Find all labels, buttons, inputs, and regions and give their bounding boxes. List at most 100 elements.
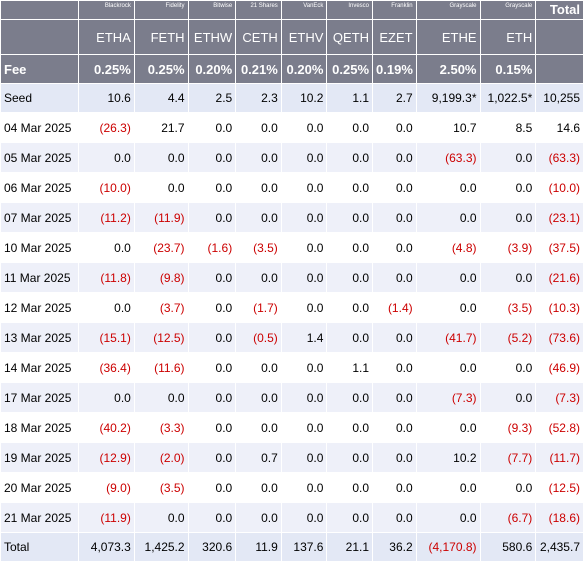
- total-value: 21.1: [327, 533, 373, 561]
- table-row: 13 Mar 2025 (15.1) (12.5) 0.0 (0.5) 1.4 0.0 0.0…: [1, 323, 583, 352]
- fee-value: 0.19%: [373, 55, 416, 83]
- row-date: 17 Mar 2025: [1, 383, 79, 412]
- flow-cell: (10.0): [79, 173, 134, 202]
- flow-cell: 0.0: [327, 173, 373, 202]
- flow-cell: 0.0: [480, 173, 536, 202]
- table-row: 14 Mar 2025 (36.4) (11.6) 0.0 0.0 0.0 1.1 0.0 0.…: [1, 353, 583, 382]
- issuer-header-row: Blackrock Fidelity Bitwise 21 Shares Van…: [1, 1, 583, 19]
- flow-cell: 0.0: [327, 293, 373, 322]
- row-date: 10 Mar 2025: [1, 233, 79, 262]
- flow-cell: 0.0: [281, 473, 327, 502]
- total-row: Total 4,073.3 1,425.2 320.6 11.9 137.6 2…: [1, 533, 583, 561]
- row-date: 14 Mar 2025: [1, 353, 79, 382]
- seed-value: 1,022.5*: [480, 84, 536, 112]
- flow-cell: 0.0: [188, 353, 236, 382]
- flow-cell: 0.0: [79, 233, 134, 262]
- ticker-header-blank: [536, 20, 583, 54]
- row-date: 12 Mar 2025: [1, 293, 79, 322]
- flow-cell: (23.7): [134, 233, 188, 262]
- flow-cell: 0.0: [327, 413, 373, 442]
- flow-cell: 0.0: [373, 233, 416, 262]
- flow-cell: 0.0: [373, 113, 416, 142]
- flow-cell: (5.2): [480, 323, 536, 352]
- flow-cell: 0.0: [281, 113, 327, 142]
- flow-cell: (4.8): [416, 233, 480, 262]
- flow-cell: (7.3): [416, 383, 480, 412]
- fee-value: 0.20%: [188, 55, 236, 83]
- flow-cell: 0.0: [373, 353, 416, 382]
- flow-cell: 0.0: [79, 293, 134, 322]
- flow-cell: 0.0: [373, 473, 416, 502]
- flow-cell: 0.0: [236, 473, 281, 502]
- flow-cell: (3.5): [480, 293, 536, 322]
- table-row: 12 Mar 2025 0.0 (3.7) 0.0 (1.7) 0.0 0.0 (1.4) 0.…: [1, 293, 583, 322]
- flow-cell: (15.1): [79, 323, 134, 352]
- fee-blank: [536, 55, 583, 83]
- issuer-header-blank: [1, 1, 79, 19]
- issuer-label: Invesco: [327, 1, 373, 19]
- flow-cell: 0.0: [327, 203, 373, 232]
- flow-cell: 0.0: [327, 113, 373, 142]
- flow-cell: 0.0: [327, 473, 373, 502]
- table-row: 21 Mar 2025 (11.9) 0.0 0.0 0.0 0.0 0.0 0.0 0.0 (6…: [1, 503, 583, 532]
- seed-value: 2.7: [373, 84, 416, 112]
- flow-cell: 0.0: [327, 503, 373, 532]
- flow-cell: 0.0: [79, 383, 134, 412]
- flow-cell: 0.0: [327, 263, 373, 292]
- fee-row: Fee 0.25% 0.25% 0.20% 0.21% 0.20% 0.25% …: [1, 55, 583, 83]
- flow-cell: 0.0: [373, 503, 416, 532]
- flow-cell: 0.0: [281, 203, 327, 232]
- flow-cell: (11.6): [134, 353, 188, 382]
- flow-cell: (11.8): [79, 263, 134, 292]
- flow-cell: 0.0: [236, 143, 281, 172]
- flow-cell: 0.0: [327, 233, 373, 262]
- flow-cell: 0.0: [416, 353, 480, 382]
- grand-total-value: 2,435.7: [536, 533, 583, 561]
- flow-cell: 0.0: [134, 173, 188, 202]
- flow-cell: 0.0: [134, 503, 188, 532]
- issuer-label: Bitwise: [188, 1, 236, 19]
- flow-cell: 0.0: [281, 503, 327, 532]
- flow-cell: (1.6): [188, 233, 236, 262]
- total-column-header: Total: [536, 1, 583, 19]
- flow-cell: 0.0: [236, 263, 281, 292]
- flow-cell: 10.2: [416, 443, 480, 472]
- row-date: 19 Mar 2025: [1, 443, 79, 472]
- flow-cell: (3.3): [134, 413, 188, 442]
- row-date: 06 Mar 2025: [1, 173, 79, 202]
- issuer-label: Grayscale: [480, 1, 536, 19]
- flow-cell: 0.0: [373, 383, 416, 412]
- flow-cell: 0.0: [480, 263, 536, 292]
- row-total: (46.9): [536, 353, 583, 382]
- flow-cell: 0.0: [236, 413, 281, 442]
- fee-value: 0.21%: [236, 55, 281, 83]
- flow-cell: 0.0: [188, 293, 236, 322]
- row-total: (52.8): [536, 413, 583, 442]
- table-row: 06 Mar 2025 (10.0) 0.0 0.0 0.0 0.0 0.0 0.0 0.0 0.…: [1, 173, 583, 202]
- row-date: 11 Mar 2025: [1, 263, 79, 292]
- flow-cell: 0.0: [281, 263, 327, 292]
- row-date: 13 Mar 2025: [1, 323, 79, 352]
- flow-cell: 0.0: [281, 383, 327, 412]
- row-total: (10.3): [536, 293, 583, 322]
- eth-etf-flows-table: Blackrock Fidelity Bitwise 21 Shares Van…: [1, 1, 583, 561]
- flow-cell: (3.5): [134, 473, 188, 502]
- table-row: 17 Mar 2025 0.0 0.0 0.0 0.0 0.0 0.0 0.0 (7.3) 0.0…: [1, 383, 583, 412]
- flow-cell: 0.0: [281, 143, 327, 172]
- flow-cell: 0.0: [480, 473, 536, 502]
- flow-cell: (3.7): [134, 293, 188, 322]
- ticker-label: CETH: [236, 20, 281, 54]
- seed-value: 10.2: [281, 84, 327, 112]
- flow-cell: 0.0: [188, 143, 236, 172]
- seed-row: Seed 10.6 4.4 2.5 2.3 10.2 1.1 2.7 9,199…: [1, 84, 583, 112]
- row-date: 05 Mar 2025: [1, 143, 79, 172]
- table-row: 04 Mar 2025 (26.3) 21.7 0.0 0.0 0.0 0.0 0.0 10.7…: [1, 113, 583, 142]
- flow-cell: 0.0: [480, 353, 536, 382]
- flow-cell: 0.0: [188, 443, 236, 472]
- fee-value: 2.50%: [416, 55, 480, 83]
- flow-cell: 0.0: [236, 113, 281, 142]
- row-total: (23.1): [536, 203, 583, 232]
- flow-cell: 0.0: [416, 293, 480, 322]
- flow-cell: (9.8): [134, 263, 188, 292]
- issuer-label: Franklin: [373, 1, 416, 19]
